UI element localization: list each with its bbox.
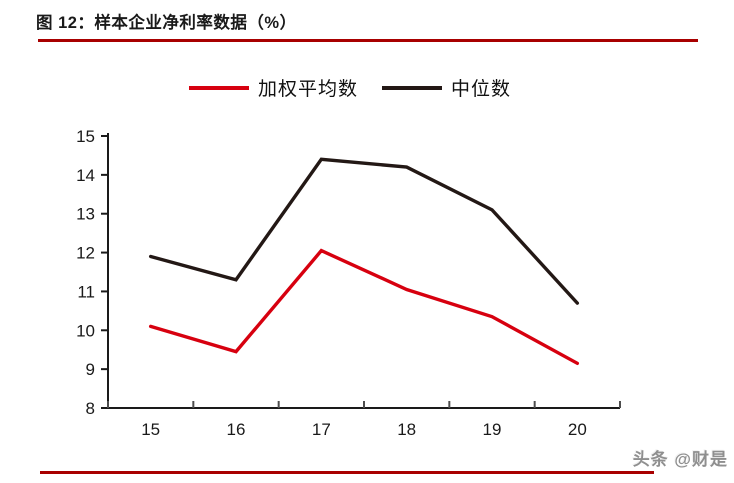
y-axis-tick-label: 8 xyxy=(86,399,95,418)
x-axis-tick-label: 16 xyxy=(227,420,246,439)
median-line-swatch xyxy=(382,85,442,90)
y-axis-tick-label: 15 xyxy=(76,127,95,146)
figure-title: 图 12：样本企业净利率数据（%） xyxy=(36,14,297,32)
y-axis-tick-label: 12 xyxy=(76,244,95,263)
series-line-1 xyxy=(148,157,580,305)
x-axis-tick-label: 18 xyxy=(397,420,416,439)
x-axis-tick-label: 17 xyxy=(312,420,331,439)
y-axis-tick-label: 9 xyxy=(86,360,95,379)
legend-item-weighted-average: 加权平均数 xyxy=(188,74,358,101)
chart-legend: 加权平均数 中位数 xyxy=(0,74,700,101)
y-axis-tick-label: 11 xyxy=(77,282,95,301)
watermark: 头条 @财是 xyxy=(632,450,728,469)
legend-item-median: 中位数 xyxy=(382,74,511,101)
y-axis-tick-label: 10 xyxy=(76,321,95,340)
weighted-average-line-swatch xyxy=(188,85,249,90)
legend-label-weighted-average: 加权平均数 xyxy=(257,79,358,100)
figure-bottom-rule xyxy=(40,471,654,474)
x-axis-tick-label: 20 xyxy=(568,420,587,439)
series-line-0 xyxy=(148,248,580,366)
y-axis-tick-label: 14 xyxy=(76,166,95,185)
legend-label-median: 中位数 xyxy=(451,79,512,100)
x-axis-tick-label: 15 xyxy=(141,420,160,439)
y-axis-tick-label: 13 xyxy=(76,205,95,224)
title-underline-rule xyxy=(38,39,698,42)
x-axis-tick-label: 19 xyxy=(483,420,502,439)
